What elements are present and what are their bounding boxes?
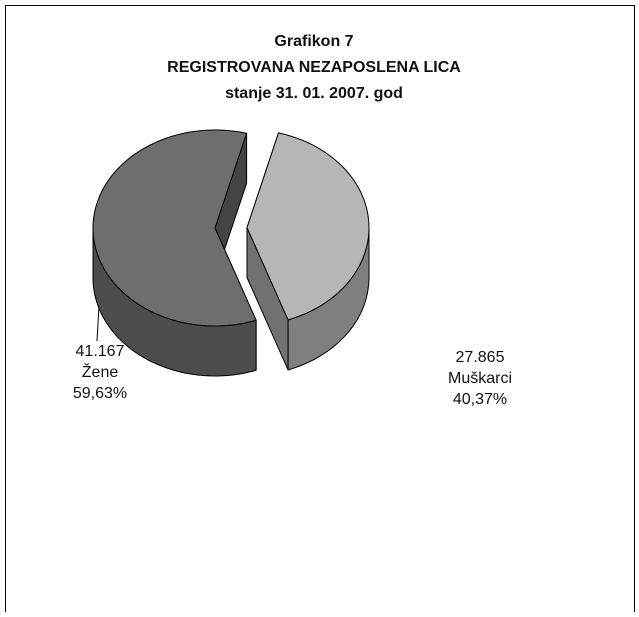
value-label: 27.865 — [456, 349, 505, 366]
percent-label: 59,63% — [73, 385, 127, 402]
percent-label: 40,37% — [453, 391, 507, 408]
slice — [246, 132, 370, 321]
chart-title: stanje 31. 01. 2007. god — [225, 85, 403, 102]
category-label: Žene — [82, 362, 119, 381]
category-label: Muškarci — [448, 370, 512, 387]
chart-title: REGISTROVANA NEZAPOSLENA LICA — [167, 59, 461, 76]
value-label: 41.167 — [76, 343, 125, 360]
chart-title: Grafikon 7 — [274, 33, 353, 50]
slice — [92, 129, 257, 327]
